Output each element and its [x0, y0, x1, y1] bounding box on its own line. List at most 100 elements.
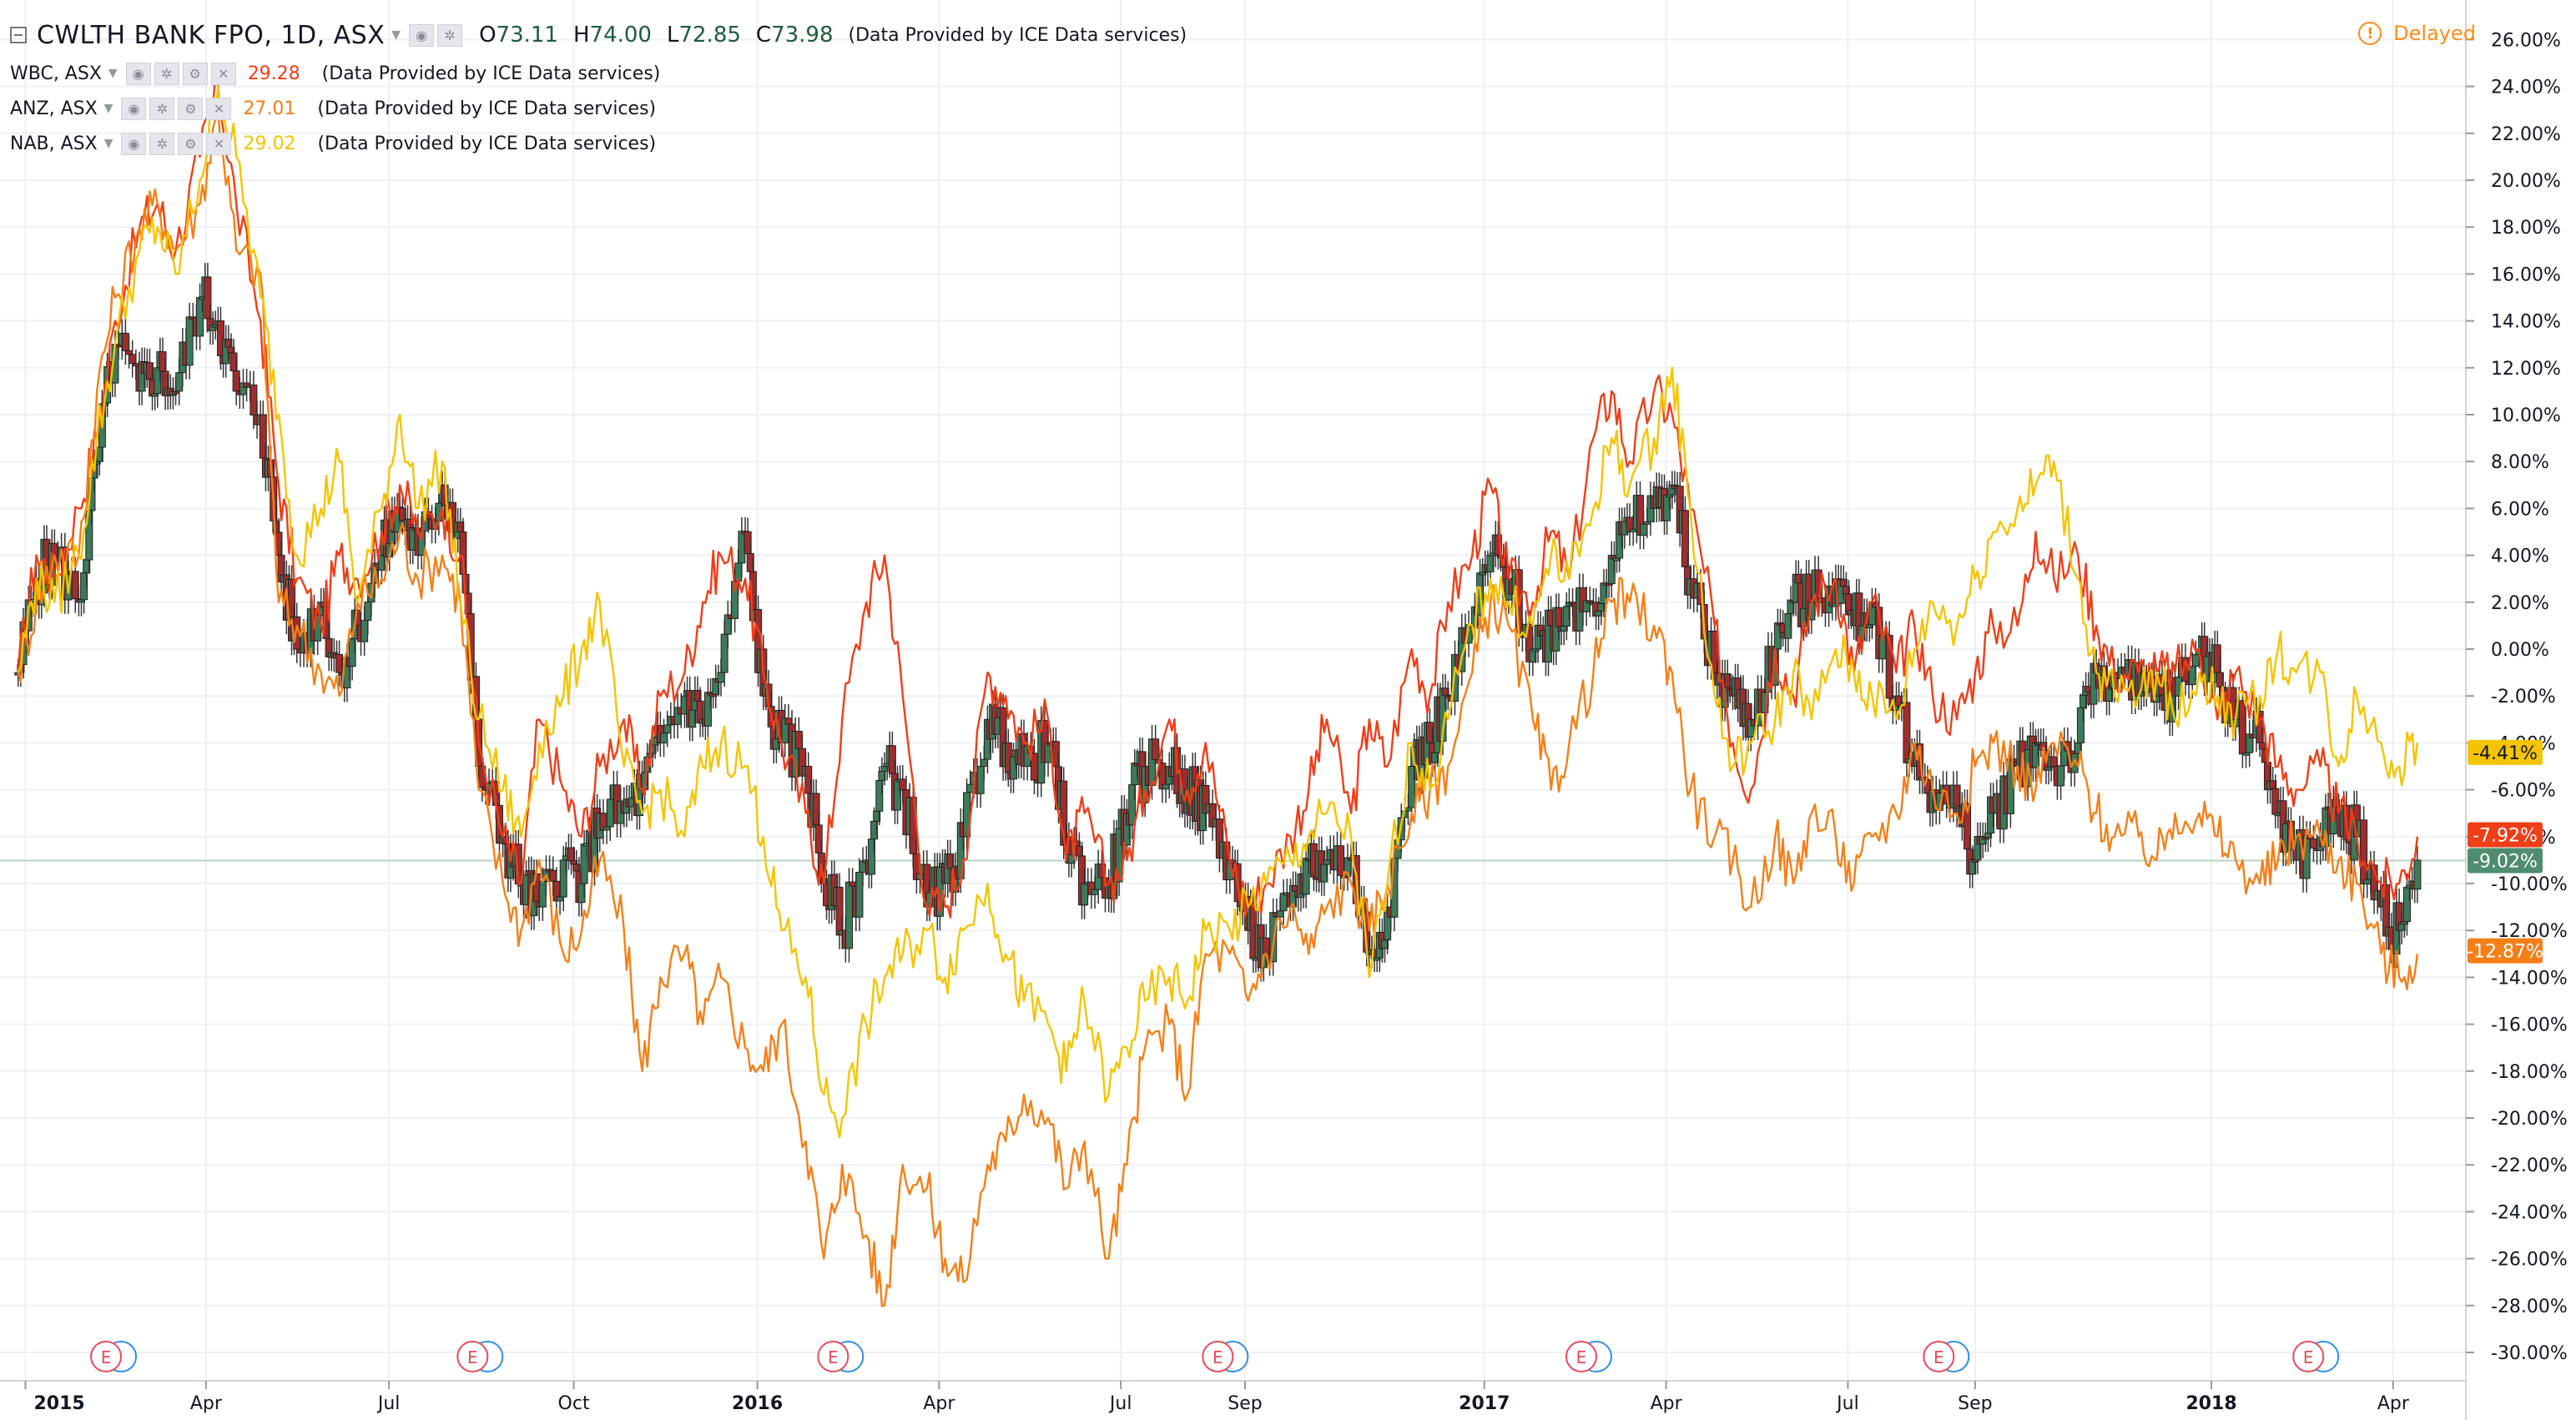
x-tick-label: Jul [1108, 1393, 1132, 1414]
eye-icon[interactable]: ◉ [409, 23, 435, 47]
candle-body [606, 798, 614, 828]
x-tick-label: 2018 [2185, 1393, 2236, 1414]
candle-body [1404, 807, 1413, 812]
candle-body [660, 733, 668, 743]
candle-body [784, 718, 793, 725]
time-axis[interactable]: 2015 Apr Jul Oct 2016 Apr Jul Sep 2017 Apr Jul Sep 2… [0, 1380, 2466, 1414]
candle-body [602, 826, 611, 831]
x-tick-label: Oct [558, 1393, 590, 1414]
candle-body [2309, 838, 2317, 849]
eye-icon[interactable]: ◉ [125, 62, 151, 85]
compare-value: 27.01 [243, 98, 296, 119]
settings-icon[interactable]: ⚙ [178, 132, 204, 155]
candle-body [1262, 937, 1270, 954]
chevron-down-icon[interactable]: ▼ [103, 137, 113, 150]
candle-body [1269, 912, 1278, 963]
symbol-title[interactable]: CWLTH BANK FPO, 1D, ASX [37, 20, 386, 50]
y-tick-label: -6.00% [2491, 781, 2556, 802]
candle-body [360, 620, 369, 642]
settings-icon[interactable]: ⚙ [182, 62, 208, 85]
x-tick-label: Sep [1958, 1393, 1992, 1414]
y-tick-label: 12.00% [2491, 359, 2561, 380]
last-value-label: -12.87% [2467, 942, 2543, 963]
last-value-labels: -7.92% -12.87% -4.41% -9.02% [2467, 739, 2543, 964]
ohlc-open: O73.11 [479, 23, 558, 48]
chevron-down-icon[interactable]: ▼ [103, 102, 113, 115]
candle-body [125, 350, 134, 355]
x-tick-label: Apr [2377, 1393, 2410, 1414]
gear-icon[interactable]: ✲ [149, 132, 175, 155]
chevron-down-icon[interactable]: ▼ [108, 67, 118, 80]
close-icon[interactable]: ✕ [206, 132, 232, 155]
series-line-nab [17, 85, 2419, 1139]
earnings-marker-label: E [2303, 1347, 2314, 1367]
candle-body [2413, 859, 2422, 890]
y-tick-label: 18.00% [2491, 218, 2561, 239]
y-tick-label: 8.00% [2491, 452, 2549, 473]
earnings-marker [90, 1341, 123, 1372]
y-tick-label: 10.00% [2491, 405, 2561, 426]
x-tick-label: Apr [923, 1393, 955, 1414]
candle-body [185, 316, 194, 366]
candle-body [250, 384, 258, 415]
earnings-marker-label: E [828, 1347, 839, 1367]
last-value-badge [2468, 822, 2543, 848]
compare-value: 29.02 [243, 133, 296, 154]
candle-body [1323, 859, 1331, 865]
candle-body [1081, 883, 1089, 906]
compare-symbol[interactable]: WBC, ASX [10, 63, 102, 84]
settings-icon[interactable]: ⚙ [178, 97, 204, 120]
candle-body [232, 370, 240, 392]
close-icon[interactable]: ✕ [210, 62, 236, 85]
x-tick-label: Jul [376, 1393, 401, 1414]
candle-body [1162, 783, 1170, 790]
y-tick-label: -24.00% [2491, 1202, 2568, 1223]
last-value-badge [2468, 848, 2543, 874]
earnings-marker [1565, 1341, 1597, 1372]
delayed-indicator[interactable]: ! Delayed [2358, 22, 2476, 45]
last-value-label: -9.02% [2473, 851, 2538, 872]
earnings-marker [1923, 1341, 1955, 1372]
y-tick-label: -22.00% [2491, 1156, 2568, 1176]
candle-body [1276, 910, 1284, 918]
gear-icon[interactable]: ✲ [437, 23, 463, 47]
compare-legend-nab: NAB, ASX ▼ ◉ ✲ ⚙ ✕ 29.02 (Data Provided … [10, 128, 656, 159]
candle-body [556, 896, 564, 902]
data-provider-note: (Data Provided by ICE Data services) [848, 24, 1187, 46]
chart-grid [0, 0, 2466, 1381]
close-icon[interactable]: ✕ [206, 97, 232, 120]
y-tick-label: 20.00% [2491, 171, 2561, 192]
candle-body [976, 766, 985, 794]
x-tick-label: Jul [1835, 1393, 1859, 1414]
y-tick-label: -16.00% [2491, 1015, 2568, 1036]
candle-body [1279, 893, 1288, 912]
compare-symbol[interactable]: ANZ, ASX [10, 98, 98, 119]
earnings-marker-label: E [101, 1347, 112, 1367]
earnings-marker [817, 1341, 849, 1372]
price-axis[interactable]: 26.00% 24.00% 22.00% 20.00% 18.00% 16.00% 14.0… [2465, 0, 2576, 1420]
eye-icon[interactable]: ◉ [121, 132, 147, 155]
compare-symbol[interactable]: NAB, ASX [10, 133, 98, 154]
candle-body [175, 372, 184, 392]
x-tick-label: 2017 [1459, 1393, 1510, 1414]
ohlc-low: L72.85 [666, 23, 741, 48]
chevron-down-icon[interactable]: ▼ [391, 28, 401, 42]
y-tick-label: 6.00% [2491, 499, 2549, 520]
candle-body [1640, 523, 1648, 536]
main-legend: CWLTH BANK FPO, 1D, ASX ▼ ◉ ✲ O73.11 H74… [10, 18, 1187, 52]
warning-icon: ! [2358, 22, 2382, 45]
y-tick-label: -18.00% [2491, 1062, 2568, 1083]
compare-value: 29.28 [247, 63, 300, 84]
x-tick-label: 2015 [33, 1393, 84, 1414]
collapse-legend-button[interactable] [10, 27, 27, 43]
compare-lines [17, 71, 2419, 1307]
candle-body [538, 880, 547, 908]
gear-icon[interactable]: ✲ [154, 62, 179, 85]
gear-icon[interactable]: ✲ [149, 97, 175, 120]
eye-icon[interactable]: ◉ [121, 97, 147, 120]
y-tick-label: -30.00% [2491, 1343, 2568, 1364]
earnings-marker [2292, 1341, 2325, 1372]
main-series-candles [14, 263, 2422, 982]
